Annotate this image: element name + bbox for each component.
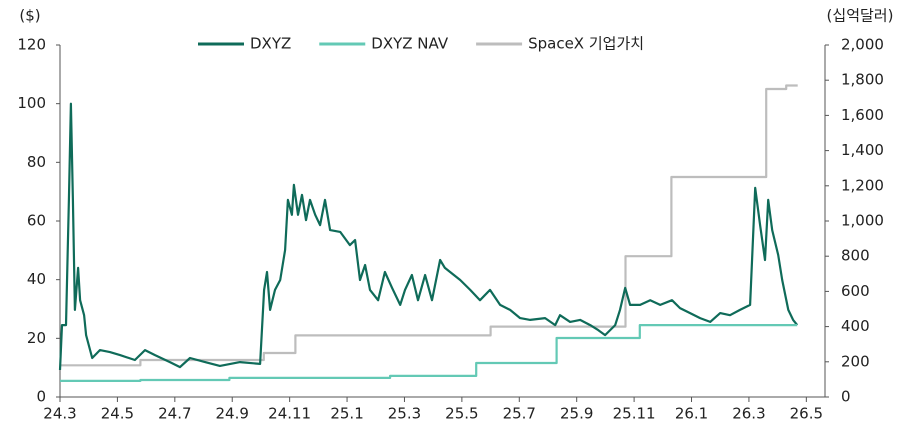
y-tick-label: 40 [27, 270, 46, 288]
x-tick-label: 25.9 [560, 405, 593, 423]
series-line [60, 324, 798, 382]
y2-tick-label: 200 [841, 352, 870, 370]
y-tick-label: 80 [27, 153, 46, 171]
series-line [60, 84, 798, 367]
y-tick-label: 100 [17, 94, 46, 112]
y2-tick-label: 1,800 [841, 71, 884, 89]
y2-tick-label: 1,400 [841, 141, 884, 159]
y2-axis-label: (십억달러) [827, 7, 894, 25]
x-tick-label: 26.1 [675, 405, 708, 423]
y2-tick-label: 800 [841, 247, 870, 265]
x-tick-label: 24.11 [268, 405, 311, 423]
y-tick-label: 120 [17, 36, 46, 54]
x-tick-label: 24.9 [216, 405, 249, 423]
y2-tick-label: 1,200 [841, 176, 884, 194]
legend-label: SpaceX 기업가치 [528, 35, 644, 53]
y-tick-label: 0 [36, 388, 46, 406]
x-tick-label: 25.11 [613, 405, 656, 423]
x-tick-label: 25.1 [330, 405, 363, 423]
y2-tick-label: 1,600 [841, 106, 884, 124]
x-tick-label: 25.3 [388, 405, 421, 423]
y2-tick-label: 400 [841, 317, 870, 335]
series-line [58, 102, 799, 371]
y-tick-label: 60 [27, 212, 46, 230]
legend-label: DXYZ NAV [371, 35, 449, 53]
y2-tick-label: 0 [841, 388, 851, 406]
x-tick-label: 26.3 [732, 405, 765, 423]
x-tick-label: 25.5 [445, 405, 478, 423]
x-tick-label: 24.7 [158, 405, 191, 423]
y2-tick-label: 1,000 [841, 212, 884, 230]
legend-label: DXYZ [250, 35, 291, 53]
y2-tick-label: 600 [841, 282, 870, 300]
y2-tick-label: 2,000 [841, 36, 884, 54]
x-tick-label: 25.7 [503, 405, 536, 423]
x-tick-label: 24.3 [43, 405, 76, 423]
x-tick-label: 24.5 [101, 405, 134, 423]
y-axis-label: ($) [19, 7, 40, 25]
y-tick-label: 20 [27, 329, 46, 347]
x-tick-label: 26.5 [790, 405, 823, 423]
